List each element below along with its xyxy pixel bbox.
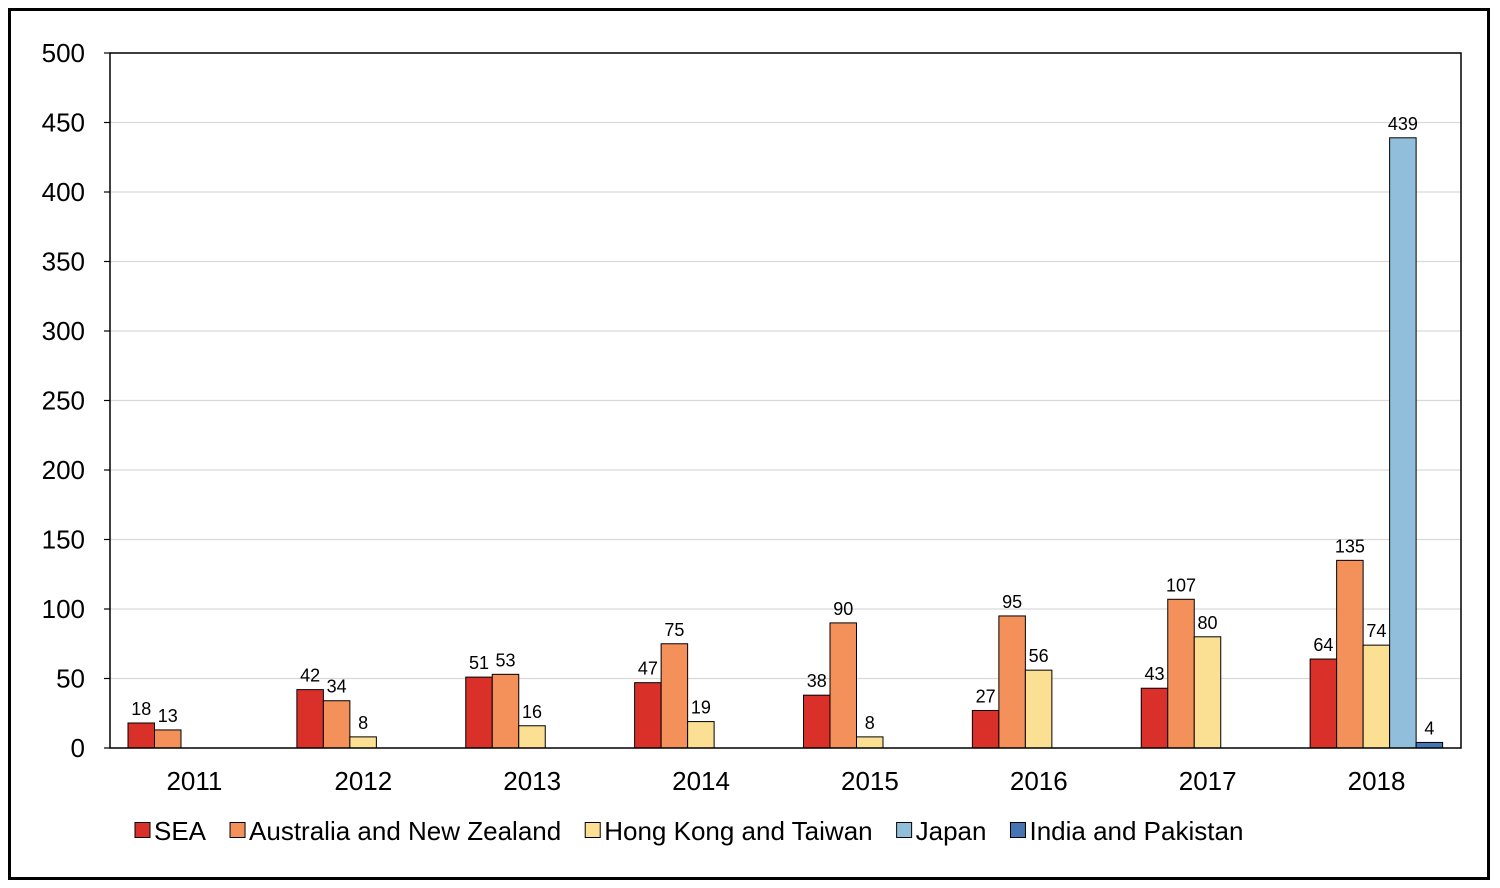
legend-label-australia-and-new-zealand: Australia and New Zealand: [249, 816, 561, 846]
y-tick-label-200: 200: [42, 455, 85, 485]
bar-2013-hong-kong-and-taiwan: [518, 725, 546, 749]
bar-2011-australia-and-new-zealand: [154, 729, 182, 749]
data-label-2014-australia-and-new-zealand: 75: [664, 620, 684, 640]
bar-2017-sea: [1140, 687, 1169, 749]
bar-2011-sea: [127, 722, 155, 749]
data-label-2016-australia-and-new-zealand: 95: [1002, 592, 1022, 612]
y-tick-label-450: 450: [42, 108, 85, 138]
legend-swatch-india-and-pakistan: [1009, 822, 1026, 838]
y-tick-label-0: 0: [71, 733, 85, 763]
y-tick-label-250: 250: [42, 386, 85, 416]
bar-2017-australia-and-new-zealand: [1167, 598, 1195, 749]
gridlines: [110, 52, 1461, 680]
data-label-2013-australia-and-new-zealand: 53: [495, 650, 515, 670]
bar-2015-australia-and-new-zealand: [829, 622, 857, 749]
bar-2018-australia-and-new-zealand: [1336, 559, 1364, 749]
legend-item-australia-and-new-zealand: Australia and New Zealand: [229, 816, 561, 846]
bar-2018-sea: [1309, 658, 1338, 749]
data-label-2017-hong-kong-and-taiwan: 80: [1197, 613, 1217, 633]
y-tick-label-350: 350: [42, 247, 85, 277]
bar-2013-australia-and-new-zealand: [491, 673, 520, 749]
x-tick-label-2018: 2018: [1348, 766, 1406, 796]
legend-swatch-japan: [896, 822, 913, 838]
data-label-2017-australia-and-new-zealand: 107: [1166, 575, 1196, 595]
data-label-2018-japan: 439: [1388, 114, 1418, 134]
y-axis: 0 50 100 150 200 250 300 350 400 450 500: [42, 38, 110, 763]
bar-2012-sea: [296, 689, 324, 749]
x-tick-label-2013: 2013: [503, 766, 561, 796]
y-tick-label-500: 500: [42, 38, 85, 68]
legend-label-sea: SEA: [154, 816, 207, 846]
data-label-2012-australia-and-new-zealand: 34: [327, 677, 347, 697]
legend-label-hong-kong-and-taiwan: Hong Kong and Taiwan: [604, 816, 872, 846]
data-label-2018-sea: 64: [1313, 635, 1333, 655]
data-label-2015-australia-and-new-zealand: 90: [833, 599, 853, 619]
legend-item-sea: SEA: [134, 816, 207, 846]
x-tick-label-2011: 2011: [166, 766, 222, 796]
data-label-2011-australia-and-new-zealand: 13: [158, 706, 178, 726]
legend-label-japan: Japan: [916, 816, 987, 846]
data-label-2013-sea: 51: [469, 653, 489, 673]
y-tick-label-100: 100: [42, 594, 85, 624]
bar-2018-hong-kong-and-taiwan: [1362, 644, 1391, 749]
y-tick-label-50: 50: [56, 664, 85, 694]
x-tick-label-2017: 2017: [1179, 766, 1237, 796]
bar-2018-india-and-pakistan: [1415, 741, 1444, 749]
data-label-2018-australia-and-new-zealand: 135: [1335, 536, 1365, 556]
bar-2014-sea: [634, 682, 662, 749]
data-label-2012-hong-kong-and-taiwan: 8: [358, 713, 368, 733]
bar-2017-hong-kong-and-taiwan: [1193, 636, 1222, 749]
bar-2015-sea: [803, 694, 831, 749]
y-tick-label-400: 400: [42, 177, 85, 207]
x-tick-label-2015: 2015: [841, 766, 899, 796]
legend-item-japan: Japan: [896, 816, 987, 846]
bar-2012-australia-and-new-zealand: [322, 700, 351, 749]
legend: SEA Australia and New Zealand Hong Kong an…: [134, 816, 1243, 846]
x-tick-label-2012: 2012: [334, 766, 392, 796]
y-tick-label-150: 150: [42, 525, 85, 555]
y-tick-label-300: 300: [42, 316, 85, 346]
bar-2016-hong-kong-and-taiwan: [1024, 669, 1053, 749]
data-label-2016-hong-kong-and-taiwan: 56: [1029, 646, 1049, 666]
legend-swatch-sea: [134, 822, 151, 838]
legend-item-india-and-pakistan: India and Pakistan: [1009, 816, 1243, 846]
data-label-2012-sea: 42: [300, 666, 320, 686]
data-label-2014-sea: 47: [638, 659, 658, 679]
bar-2015-hong-kong-and-taiwan: [856, 736, 884, 749]
bar-2013-sea: [465, 676, 493, 749]
data-label-2015-hong-kong-and-taiwan: 8: [865, 713, 875, 733]
data-label-2014-hong-kong-and-taiwan: 19: [691, 698, 711, 718]
data-label-2013-hong-kong-and-taiwan: 16: [522, 702, 542, 722]
bar-2016-australia-and-new-zealand: [998, 615, 1026, 749]
legend-label-india-and-pakistan: India and Pakistan: [1029, 816, 1243, 846]
data-label-2018-india-and-pakistan: 4: [1424, 718, 1434, 738]
bar-2016-sea: [971, 709, 1000, 749]
data-label-2018-hong-kong-and-taiwan: 74: [1366, 621, 1386, 641]
x-tick-label-2016: 2016: [1010, 766, 1068, 796]
legend-item-hong-kong-and-taiwan: Hong Kong and Taiwan: [584, 816, 873, 846]
data-label-2015-sea: 38: [807, 671, 827, 691]
data-label-2016-sea: 27: [976, 686, 996, 706]
x-tick-label-2014: 2014: [672, 766, 730, 796]
bar-2014-australia-and-new-zealand: [660, 643, 689, 749]
bar-2012-hong-kong-and-taiwan: [349, 736, 377, 749]
data-label-2011-sea: 18: [131, 699, 151, 719]
legend-swatch-hong-kong-and-taiwan: [584, 822, 601, 838]
data-label-2017-sea: 43: [1144, 664, 1164, 684]
legend-swatch-australia-and-new-zealand: [229, 822, 246, 838]
x-axis: 2011 2012 2013 2014 2015 2016 2017 2018: [166, 766, 1405, 796]
bar-2014-hong-kong-and-taiwan: [687, 721, 715, 749]
chart-frame: [8, 8, 1490, 880]
bar-2018-japan: [1389, 137, 1417, 749]
bars: [127, 137, 1444, 749]
